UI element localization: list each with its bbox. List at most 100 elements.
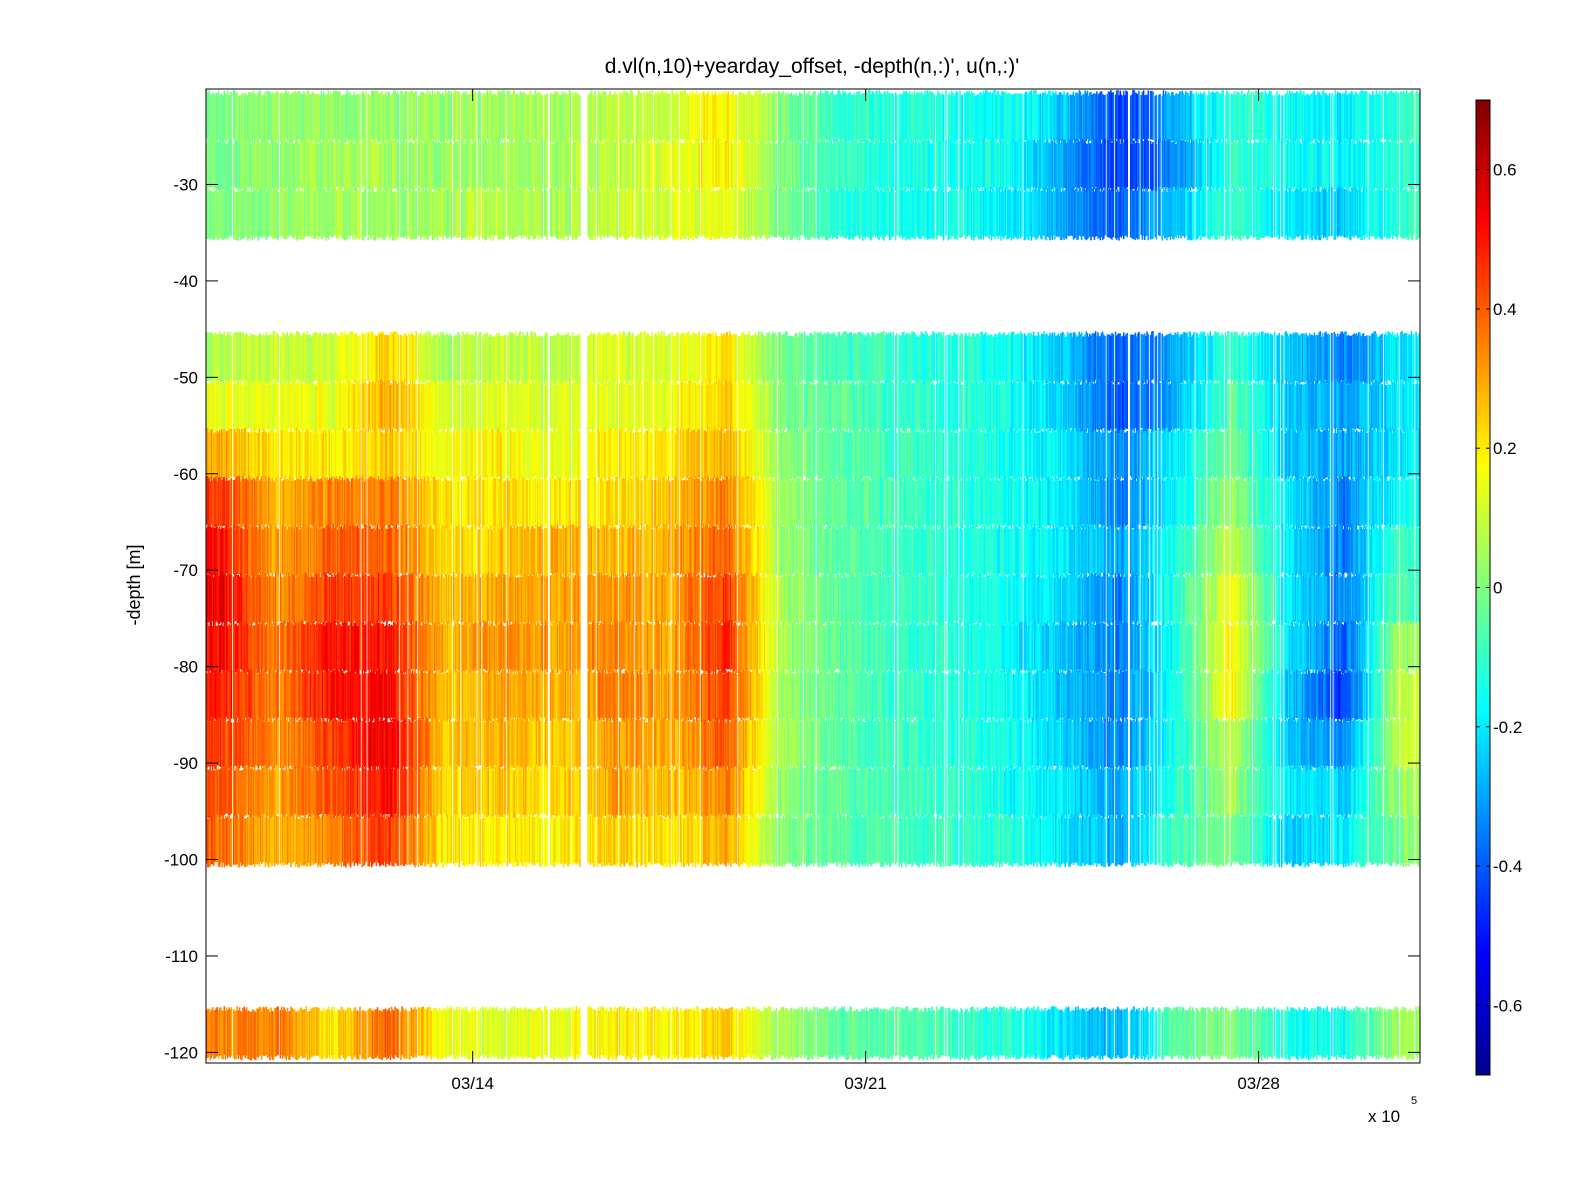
heatmap-cell xyxy=(315,814,318,864)
heatmap-cell xyxy=(271,525,274,575)
heatmap-cell xyxy=(359,430,361,479)
heatmap-cell xyxy=(313,525,316,575)
heatmap-cell xyxy=(367,673,369,722)
heatmap-cell xyxy=(338,721,340,771)
heatmap-cell xyxy=(207,673,209,722)
heatmap-cell xyxy=(372,575,374,625)
heatmap-cell xyxy=(287,91,290,141)
heatmap-cell xyxy=(293,1009,296,1058)
heatmap-cell xyxy=(569,382,572,431)
heatmap-cell xyxy=(242,190,244,240)
heatmap-cell xyxy=(238,525,241,574)
heatmap-cell xyxy=(359,191,361,240)
heatmap-cell xyxy=(216,717,219,766)
heatmap-cell xyxy=(218,95,221,144)
heatmap-cell xyxy=(376,717,379,767)
heatmap-cell xyxy=(342,767,345,817)
heatmap-cell xyxy=(207,574,209,624)
heatmap-cell xyxy=(362,192,365,241)
heatmap-cell xyxy=(328,674,331,723)
heatmap-cell xyxy=(352,331,354,381)
heatmap-cell xyxy=(249,380,251,430)
heatmap-cell xyxy=(237,525,240,575)
heatmap-cell xyxy=(307,187,310,237)
heatmap-cell xyxy=(210,770,213,819)
heatmap-cell xyxy=(206,383,208,432)
heatmap-cell xyxy=(415,139,417,189)
heatmap-cell xyxy=(340,138,343,187)
heatmap-cell xyxy=(306,817,309,867)
heatmap-cell xyxy=(325,524,327,574)
heatmap-cell xyxy=(345,576,347,626)
heatmap-cell xyxy=(415,620,417,670)
heatmap-cell xyxy=(379,383,381,433)
heatmap-cell xyxy=(321,480,324,530)
heatmap-cell xyxy=(246,192,249,241)
heatmap-cell xyxy=(243,334,245,384)
heatmap-cell xyxy=(275,621,277,671)
heatmap-cell xyxy=(363,672,366,722)
heatmap-cell xyxy=(332,379,334,429)
heatmap-cell xyxy=(286,717,289,766)
heatmap-cell xyxy=(229,818,231,867)
heatmap-cell xyxy=(332,577,334,626)
heatmap-cell xyxy=(213,477,215,526)
heatmap-cell xyxy=(362,430,365,479)
heatmap-cell xyxy=(372,140,374,190)
heatmap-cell xyxy=(332,670,334,719)
heatmap-cell xyxy=(353,721,355,770)
heatmap-cell xyxy=(335,333,338,383)
heatmap-cell xyxy=(224,719,227,768)
heatmap-cell xyxy=(273,525,276,574)
heatmap-cell xyxy=(458,334,461,383)
heatmap-cell xyxy=(331,574,333,624)
heatmap-cell xyxy=(306,574,309,624)
heatmap-cell xyxy=(308,1010,311,1060)
heatmap-cell xyxy=(276,332,278,381)
heatmap-cell xyxy=(256,1008,258,1057)
heatmap-cell xyxy=(310,139,312,189)
heatmap-cell xyxy=(218,625,221,675)
heatmap-cell xyxy=(306,720,309,770)
heatmap-cell xyxy=(290,673,292,723)
heatmap-cell xyxy=(372,428,374,478)
heatmap-cell xyxy=(358,577,360,626)
heatmap-cell xyxy=(331,334,333,383)
heatmap-cell xyxy=(377,572,380,622)
heatmap-cell xyxy=(249,670,251,719)
heatmap-cell xyxy=(255,527,257,577)
heatmap-cell xyxy=(379,529,381,578)
heatmap-cell xyxy=(218,1007,221,1057)
heatmap-cell xyxy=(319,577,322,626)
heatmap-cell xyxy=(260,140,263,189)
heatmap-cell xyxy=(616,191,619,241)
heatmap-cell xyxy=(450,91,453,140)
heatmap-cell xyxy=(227,816,229,865)
heatmap-cell xyxy=(342,817,345,867)
heatmap-cell xyxy=(238,770,241,819)
heatmap-cell xyxy=(294,528,297,577)
heatmap-cell xyxy=(213,140,215,190)
heatmap-cell xyxy=(312,1007,314,1056)
heatmap-cell xyxy=(216,814,219,863)
heatmap-cell xyxy=(215,721,217,770)
heatmap-cell xyxy=(450,524,453,574)
heatmap-cell xyxy=(207,93,209,142)
heatmap-cell xyxy=(287,336,290,385)
heatmap-cell xyxy=(335,90,338,140)
heatmap-cell xyxy=(257,335,260,385)
heatmap-cell xyxy=(504,814,506,863)
heatmap-cell xyxy=(334,624,337,673)
heatmap-cell xyxy=(283,1007,285,1056)
heatmap-cell xyxy=(289,526,291,575)
heatmap-cell xyxy=(304,139,306,189)
heatmap-cell xyxy=(331,671,333,720)
heatmap-cell xyxy=(221,818,223,868)
heatmap-cell xyxy=(221,333,223,383)
heatmap-cell xyxy=(253,478,256,528)
heatmap-cell xyxy=(285,334,288,383)
heatmap-cell xyxy=(340,526,343,575)
heatmap-cell xyxy=(341,528,344,578)
heatmap-cell xyxy=(208,769,210,819)
heatmap-cell xyxy=(365,90,367,140)
